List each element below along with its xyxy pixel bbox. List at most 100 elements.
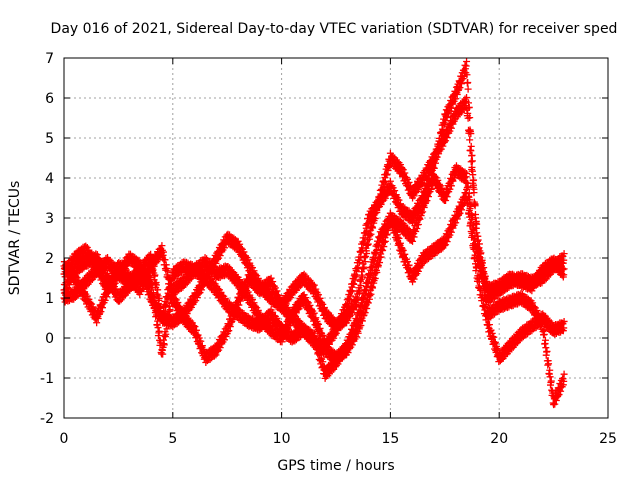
data-point: [159, 350, 167, 358]
data-point: [560, 265, 568, 273]
data-point: [485, 321, 493, 329]
data-point: [67, 277, 75, 285]
data-point: [383, 171, 391, 179]
data-point: [369, 264, 377, 272]
data-point: [367, 230, 375, 238]
data-point: [162, 301, 170, 309]
data-point: [244, 256, 252, 264]
data-point: [178, 306, 186, 314]
data-point: [93, 251, 101, 259]
data-point: [161, 256, 169, 264]
data-point: [346, 313, 354, 321]
data-point: [369, 284, 377, 292]
data-point: [70, 273, 78, 281]
data-point: [447, 124, 455, 132]
data-point: [470, 176, 478, 184]
data-point: [388, 215, 396, 223]
data-point: [414, 267, 422, 275]
data-point: [467, 218, 475, 226]
data-point: [316, 294, 324, 302]
data-point: [235, 301, 243, 309]
data-point: [369, 224, 377, 232]
data-point: [237, 244, 245, 252]
data-point: [165, 274, 173, 282]
data-point: [366, 232, 374, 240]
data-point: [316, 349, 324, 357]
data-point: [98, 304, 106, 312]
data-point: [197, 337, 205, 345]
data-point: [463, 57, 471, 65]
data-point: [318, 299, 326, 307]
data-point: [354, 296, 362, 304]
data-point: [79, 284, 87, 292]
data-point: [398, 245, 406, 253]
data-point: [405, 261, 413, 269]
data-point: [560, 317, 568, 325]
data-point: [464, 114, 472, 122]
data-point: [164, 267, 172, 275]
data-point: [464, 199, 472, 207]
data-point: [410, 233, 418, 241]
data-point: [443, 238, 451, 246]
data-point: [357, 282, 365, 290]
data-point: [362, 287, 370, 295]
data-point: [380, 179, 388, 187]
data-point: [89, 303, 97, 311]
data-point: [198, 286, 206, 294]
data-point: [159, 248, 167, 256]
data-point: [221, 294, 229, 302]
data-point: [358, 273, 366, 281]
data-point: [560, 324, 568, 332]
data-point: [363, 286, 371, 294]
data-point: [391, 222, 399, 230]
data-point: [395, 240, 403, 248]
data-point: [392, 227, 400, 235]
series-pass-4: [60, 57, 568, 409]
data-point: [528, 287, 536, 295]
data-point: [377, 253, 385, 261]
data-point: [212, 351, 220, 359]
data-point: [464, 79, 472, 87]
data-point: [381, 228, 389, 236]
data-point: [447, 228, 455, 236]
data-point: [377, 236, 385, 244]
data-marks: [60, 57, 568, 409]
data-point: [174, 299, 182, 307]
data-point: [104, 269, 112, 277]
data-point: [559, 266, 567, 274]
data-point: [190, 322, 198, 330]
data-point: [226, 323, 234, 331]
data-point: [348, 333, 356, 341]
data-point: [490, 333, 498, 341]
data-point: [463, 169, 471, 177]
data-point: [463, 185, 471, 193]
data-point: [354, 329, 362, 337]
data-point: [373, 269, 381, 277]
data-point: [455, 210, 463, 218]
data-point: [401, 250, 409, 258]
data-point: [269, 308, 277, 316]
data-point: [468, 231, 476, 239]
data-point: [344, 344, 352, 352]
data-point: [435, 180, 443, 188]
data-point: [213, 255, 221, 263]
data-point: [438, 184, 446, 192]
data-point: [61, 288, 69, 296]
data-point: [386, 209, 394, 217]
data-point: [461, 174, 469, 182]
data-point: [240, 248, 248, 256]
data-point: [150, 262, 158, 270]
data-point: [231, 312, 239, 320]
data-point: [94, 314, 102, 322]
data-point: [491, 338, 499, 346]
data-point: [154, 286, 162, 294]
data-point: [236, 240, 244, 248]
data-point: [414, 221, 422, 229]
data-point: [155, 294, 163, 302]
data-point: [366, 272, 374, 280]
data-point: [560, 256, 568, 264]
data-point: [367, 270, 375, 278]
data-point: [443, 193, 451, 201]
series-pass-1: [60, 93, 568, 334]
data-point: [193, 294, 201, 302]
